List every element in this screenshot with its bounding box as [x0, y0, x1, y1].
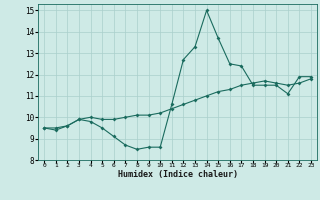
X-axis label: Humidex (Indice chaleur): Humidex (Indice chaleur): [118, 170, 238, 179]
